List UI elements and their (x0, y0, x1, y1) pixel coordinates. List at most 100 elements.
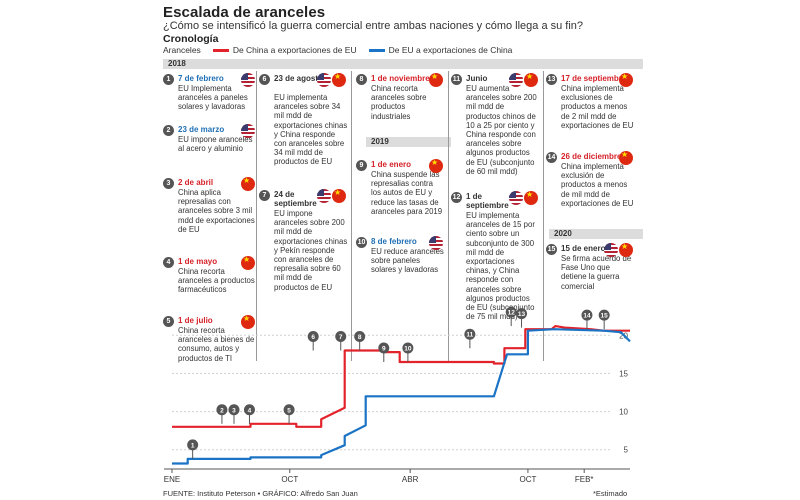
event-description: China implementa exclusión de productos … (561, 162, 634, 208)
year-bar-2018: 2018 (163, 59, 643, 69)
x-tick-label: FEB* (575, 475, 594, 484)
event-number-badge: 8 (356, 74, 367, 85)
event-description: China aplica represalias con aranceles s… (178, 188, 255, 234)
column-divider (448, 71, 449, 361)
event-date: 1 de enero (371, 160, 412, 169)
event-date: 15 de enero (561, 244, 606, 253)
event-marker-label: 3 (232, 407, 236, 414)
event-date: 1 de mayo (178, 257, 218, 266)
event-marker-12 (505, 306, 517, 318)
event-date: 23 de marzo (178, 125, 225, 134)
china-flag-icon (429, 159, 443, 173)
x-tick-label: ABR (402, 475, 419, 484)
y-tick-label: 15 (619, 369, 628, 378)
us-flag-icon (429, 236, 443, 250)
event-description: EU implementa aranceles de 15 por ciento… (466, 211, 535, 322)
event-marker-label: 8 (358, 334, 362, 341)
year-bar-2019: 2019 (366, 137, 451, 147)
event-number-badge: 10 (356, 237, 367, 248)
event-date: 24 de septiembre (274, 190, 317, 209)
event-description: EU impone aranceles sobre 200 mil mdd de… (274, 209, 348, 292)
legend-china: De China a exportaciones de EU (232, 45, 357, 55)
source-note: FUENTE: Instituto Peterson • GRÁFICO: Al… (163, 489, 358, 498)
china-flag-icon (619, 151, 633, 165)
series-line-china (172, 325, 630, 428)
china-flag-icon (429, 73, 443, 87)
column-divider (256, 71, 257, 361)
chart-subtitle: ¿Cómo se intensificó la guerra comercial… (163, 20, 584, 32)
event-number-badge: 11 (451, 74, 462, 85)
event-marker-6 (307, 331, 319, 343)
event-marker-13 (516, 308, 528, 320)
event-marker-label: 5 (287, 407, 291, 414)
china-flag-icon (332, 189, 346, 203)
event-marker-8 (354, 331, 366, 343)
event-date: 1 de julio (178, 316, 213, 325)
event-date: Junio (466, 74, 488, 83)
event-number-badge: 15 (546, 244, 557, 255)
chart-title: Escalada de aranceles (163, 4, 326, 21)
event-marker-11 (464, 328, 476, 340)
event-marker-label: 12 (508, 310, 516, 317)
y-tick-label: 5 (624, 446, 629, 455)
event-marker-9 (378, 342, 390, 354)
china-flag-icon (241, 177, 255, 191)
china-flag-icon (332, 73, 346, 87)
x-tick-label: OCT (281, 475, 298, 484)
us-flag-icon (241, 124, 255, 138)
event-date: 17 de septiembre (561, 74, 627, 83)
china-flag-icon (619, 243, 633, 257)
event-number-badge: 5 (163, 316, 174, 327)
china-flag-icon (241, 256, 255, 270)
event-marker-label: 15 (601, 313, 609, 320)
event-marker-5 (283, 404, 295, 416)
event-description: China recorta aranceles a productos farm… (178, 267, 255, 295)
china-flag-icon (241, 315, 255, 329)
series-line-us (172, 328, 631, 465)
event-description: China suspende las represalias contra lo… (371, 170, 443, 216)
event-marker-1 (187, 439, 199, 451)
event-marker-label: 13 (518, 311, 526, 318)
event-description: China recorta aranceles a bienes de cons… (178, 326, 255, 363)
legend: Aranceles De China a exportaciones de EU… (163, 45, 512, 55)
china-flag-icon (619, 73, 633, 87)
year-bar-2020: 2020 (549, 229, 643, 239)
event-marker-label: 6 (311, 334, 315, 341)
event-marker-label: 11 (466, 332, 473, 339)
event-number-badge: 2 (163, 125, 174, 136)
us-flag-icon (317, 189, 331, 203)
event-marker-label: 10 (404, 345, 412, 352)
legend-us: De EU a exportaciones de China (388, 45, 513, 55)
event-date: 23 de agosto (274, 74, 323, 83)
event-marker-label: 2 (220, 407, 224, 414)
event-description: Se firma acuerdo de Fase Uno que detiene… (561, 254, 632, 291)
event-marker-15 (598, 309, 610, 321)
event-description: China recorta aranceles sobre productos … (371, 84, 427, 121)
us-flag-icon (509, 191, 523, 205)
event-description: EU reduce aranceles sobre paneles solare… (371, 247, 444, 275)
us-flag-icon (509, 73, 523, 87)
y-tick-label: 10 (619, 408, 628, 417)
event-description: EU implementa aranceles sobre 34 mil mdd… (274, 93, 348, 167)
tariff-line-chart: 5101520ENEOCTABROCTFEB*20182019202012345… (164, 306, 631, 484)
x-tick-label: ENE (164, 475, 180, 484)
event-date: 2 de abril (178, 178, 214, 187)
event-marker-label: 1 (191, 442, 195, 449)
event-marker-7 (335, 331, 347, 343)
legend-swatch-china (212, 48, 229, 52)
legend-swatch-us (368, 48, 385, 52)
event-number-badge: 14 (546, 152, 557, 163)
event-date: 1 de noviembre (371, 74, 430, 83)
event-number-badge: 13 (546, 74, 557, 85)
event-number-badge: 7 (259, 190, 270, 201)
event-description: China implementa exclusiones de producto… (561, 84, 634, 130)
legend-title: Aranceles (163, 45, 201, 55)
us-flag-icon (241, 73, 255, 87)
china-flag-icon (524, 73, 538, 87)
event-marker-4 (243, 404, 255, 416)
event-marker-label: 9 (382, 345, 386, 352)
section-label: Cronología (163, 33, 219, 45)
event-date: 26 de diciembre (561, 152, 622, 161)
column-divider (543, 71, 544, 361)
event-marker-label: 4 (248, 407, 252, 414)
